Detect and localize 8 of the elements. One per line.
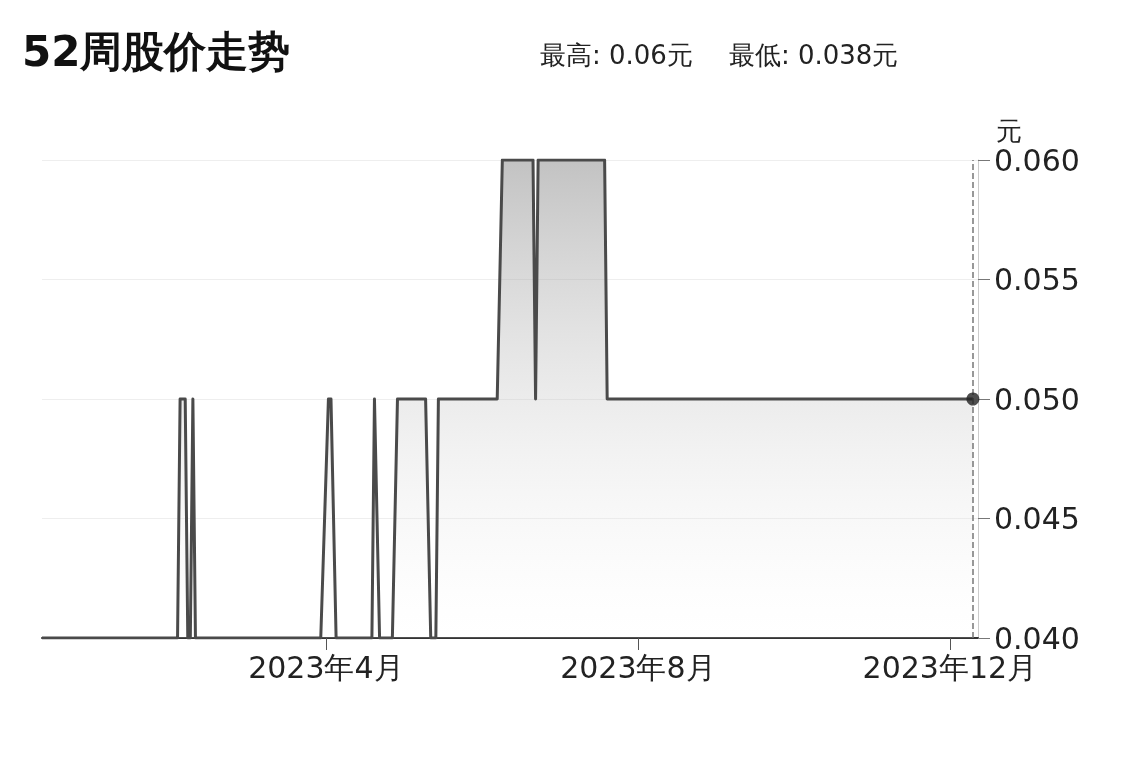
x-tick-label: 2023年4月	[248, 649, 404, 685]
y-tick-label: 0.045	[994, 501, 1080, 536]
text: 最低: 0.038元	[728, 40, 899, 70]
x-tick-label: 2023年8月	[560, 649, 716, 685]
text: 最高: 0.06元	[540, 40, 693, 70]
chart-title: 52周股价走势	[22, 26, 291, 78]
y-tick-label: 0.055	[994, 262, 1080, 297]
y-tick-label: 0.050	[994, 381, 1080, 417]
